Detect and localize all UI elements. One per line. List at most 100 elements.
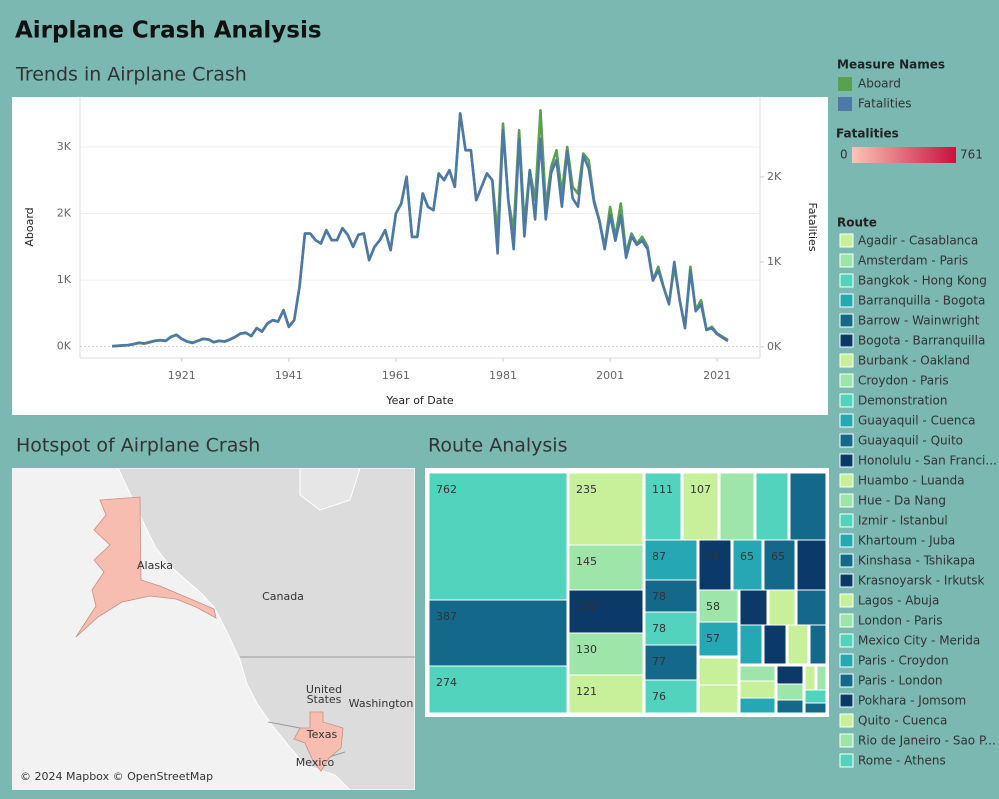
- treemap-cell: [644, 472, 682, 541]
- cell-label: 762: [436, 483, 457, 496]
- legend-swatch: [839, 273, 854, 288]
- legend-swatch: [839, 393, 854, 408]
- treemap-cell: [644, 679, 698, 714]
- cell-label: 274: [436, 676, 457, 689]
- legend-label: Aboard: [858, 77, 901, 91]
- treemap-cell: [776, 665, 804, 685]
- legend-label: Bangkok - Hong Kong: [858, 274, 987, 288]
- legend-label: Guayaquil - Cuenca: [858, 414, 976, 428]
- legend-swatch: [839, 633, 854, 648]
- treemap-cell: [763, 539, 796, 591]
- cell-label: 87: [652, 550, 666, 563]
- line-panel: [12, 97, 828, 415]
- legend-label: Honolulu - San Franci...: [858, 454, 997, 468]
- treemap-cell: [776, 683, 804, 701]
- legend-label: Barrow - Wainwright: [858, 314, 980, 328]
- legend-label: Huambo - Luanda: [858, 474, 965, 488]
- treemap-cell: [698, 657, 739, 686]
- legend-swatch: [839, 613, 854, 628]
- treemap-cell: [682, 472, 719, 541]
- treemap-cell: [719, 472, 755, 541]
- y2-tick-label: 1K: [767, 255, 782, 268]
- cell-label: 139: [576, 600, 597, 613]
- cell-label: 68: [706, 550, 720, 563]
- cell-label: 111: [652, 483, 673, 496]
- legend-swatch: [839, 353, 854, 368]
- x-tick-label: 1981: [489, 369, 517, 382]
- map-title: Hotspot of Airplane Crash: [16, 435, 260, 457]
- treemap-cell: [789, 472, 827, 541]
- legend-swatch: [839, 653, 854, 668]
- y2-tick-label: 0K: [767, 340, 782, 353]
- treemap-cell: [739, 680, 776, 699]
- map-label: Washington: [349, 697, 414, 710]
- attribution: © 2024 Mapbox © OpenStreetMap: [20, 770, 213, 783]
- legend-label: Bogota - Barranquilla: [858, 334, 985, 348]
- legend-label: Guayaquil - Quito: [858, 434, 963, 448]
- land: [299, 468, 361, 511]
- dashboard-title: Airplane Crash Analysis: [15, 18, 322, 44]
- treemap-cell: [644, 539, 698, 581]
- treemap-cell: [568, 589, 644, 634]
- legend-swatch: [839, 433, 854, 448]
- legend-label: Quito - Cuenca: [858, 714, 947, 728]
- legend-label: Mexico City - Merida: [858, 634, 980, 648]
- legend-swatch: [839, 233, 854, 248]
- legend-swatch: [839, 453, 854, 468]
- cell-label: 76: [652, 690, 666, 703]
- legend-label: Rio de Janeiro - Sao P...: [858, 734, 996, 748]
- treemap-cell: [698, 684, 739, 714]
- route-legend-title: Route: [837, 216, 877, 230]
- y2-axis-title: Fatalities: [806, 202, 819, 251]
- color-ramp: [852, 147, 956, 163]
- chart-title: Trends in Airplane Crash: [15, 64, 247, 86]
- legend-swatch: [839, 333, 854, 348]
- cell-label: 78: [652, 590, 666, 603]
- treemap-cell: [755, 472, 789, 541]
- cell-label: 57: [706, 632, 720, 645]
- legend-label: Demonstration: [858, 394, 948, 408]
- land: [117, 468, 415, 790]
- y2-tick-label: 2K: [767, 170, 782, 183]
- x-tick-label: 2021: [703, 369, 731, 382]
- legend-label: Khartoum - Juba: [858, 534, 955, 548]
- region-alaska: [75, 496, 217, 638]
- y-tick-label: 0K: [57, 340, 72, 353]
- x-tick-label: 1961: [382, 369, 410, 382]
- treemap-cell: [776, 699, 804, 714]
- legend-swatch: [839, 733, 854, 748]
- legend-label: London - Paris: [858, 614, 943, 628]
- legend-label: Rome - Athens: [858, 754, 946, 768]
- treemap-cell: [568, 674, 644, 714]
- legend-swatch: [839, 593, 854, 608]
- cell-label: 77: [652, 655, 666, 668]
- cell-label: 58: [706, 600, 720, 613]
- treemap-cell: [739, 624, 763, 665]
- treemap-cell: [787, 624, 809, 665]
- legend-swatch: [838, 77, 852, 91]
- cell-label: 65: [740, 550, 754, 563]
- treemap-cell: [732, 539, 763, 591]
- treemap-cell: [644, 611, 698, 646]
- legend-label: Croydon - Paris: [858, 374, 949, 388]
- legend-swatch: [839, 493, 854, 508]
- y-tick-label: 2K: [57, 207, 72, 220]
- legend-label: Izmir - Istanbul: [858, 514, 948, 528]
- x-axis-title: Year of Date: [385, 394, 453, 407]
- map-label: Canada: [262, 590, 304, 603]
- legend-swatch: [838, 97, 852, 111]
- treemap-cell: [804, 702, 827, 714]
- legend-label: Lagos - Abuja: [858, 594, 939, 608]
- treemap-cell: [804, 689, 827, 704]
- treemap-cell: [739, 697, 776, 714]
- legend-swatch: [839, 253, 854, 268]
- treemap-cell: [698, 621, 739, 657]
- cell-label: 387: [436, 610, 457, 623]
- cell-label: 107: [690, 483, 711, 496]
- treemap-cell: [739, 589, 768, 626]
- treemap-cell: [804, 665, 816, 691]
- legend-swatch: [839, 753, 854, 768]
- legend-label: Hue - Da Nang: [858, 494, 946, 508]
- region-texas: [293, 711, 344, 772]
- treemap-cell: [768, 589, 796, 626]
